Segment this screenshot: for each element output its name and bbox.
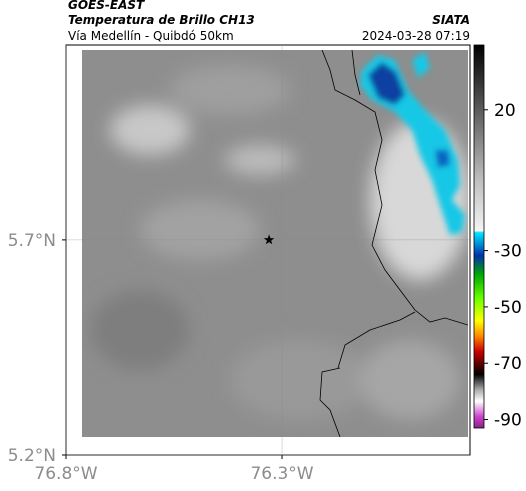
y-tick-label: 5.7°N [8,231,56,251]
x-tick-label: 76.3°W [250,464,313,484]
colorbar-tick-label: -70 [494,354,522,374]
satellite: GOES-EAST [68,0,145,12]
borders [319,50,468,437]
colorbar-tick-label: 20 [494,101,516,121]
location-marker [263,234,275,245]
colorbar-tick-label: -30 [494,242,522,262]
colorbar-tick-label: -50 [494,298,522,318]
y-tick-label: 5.2°N [8,446,56,466]
imagery [82,50,468,437]
colorbar-tick-label: -90 [494,411,522,431]
source: SIATA [432,13,470,27]
colorbar [473,44,485,429]
timestamp: 2024-03-28 07:19 [362,29,470,43]
product: Temperatura de Brillo CH13 [68,13,255,27]
header: GOES-EAST Temperatura de Brillo CH13 Vía… [68,0,470,43]
x-tick-label: 76.8°W [34,464,97,484]
region: Vía Medellín - Quibdó 50km [68,29,234,43]
